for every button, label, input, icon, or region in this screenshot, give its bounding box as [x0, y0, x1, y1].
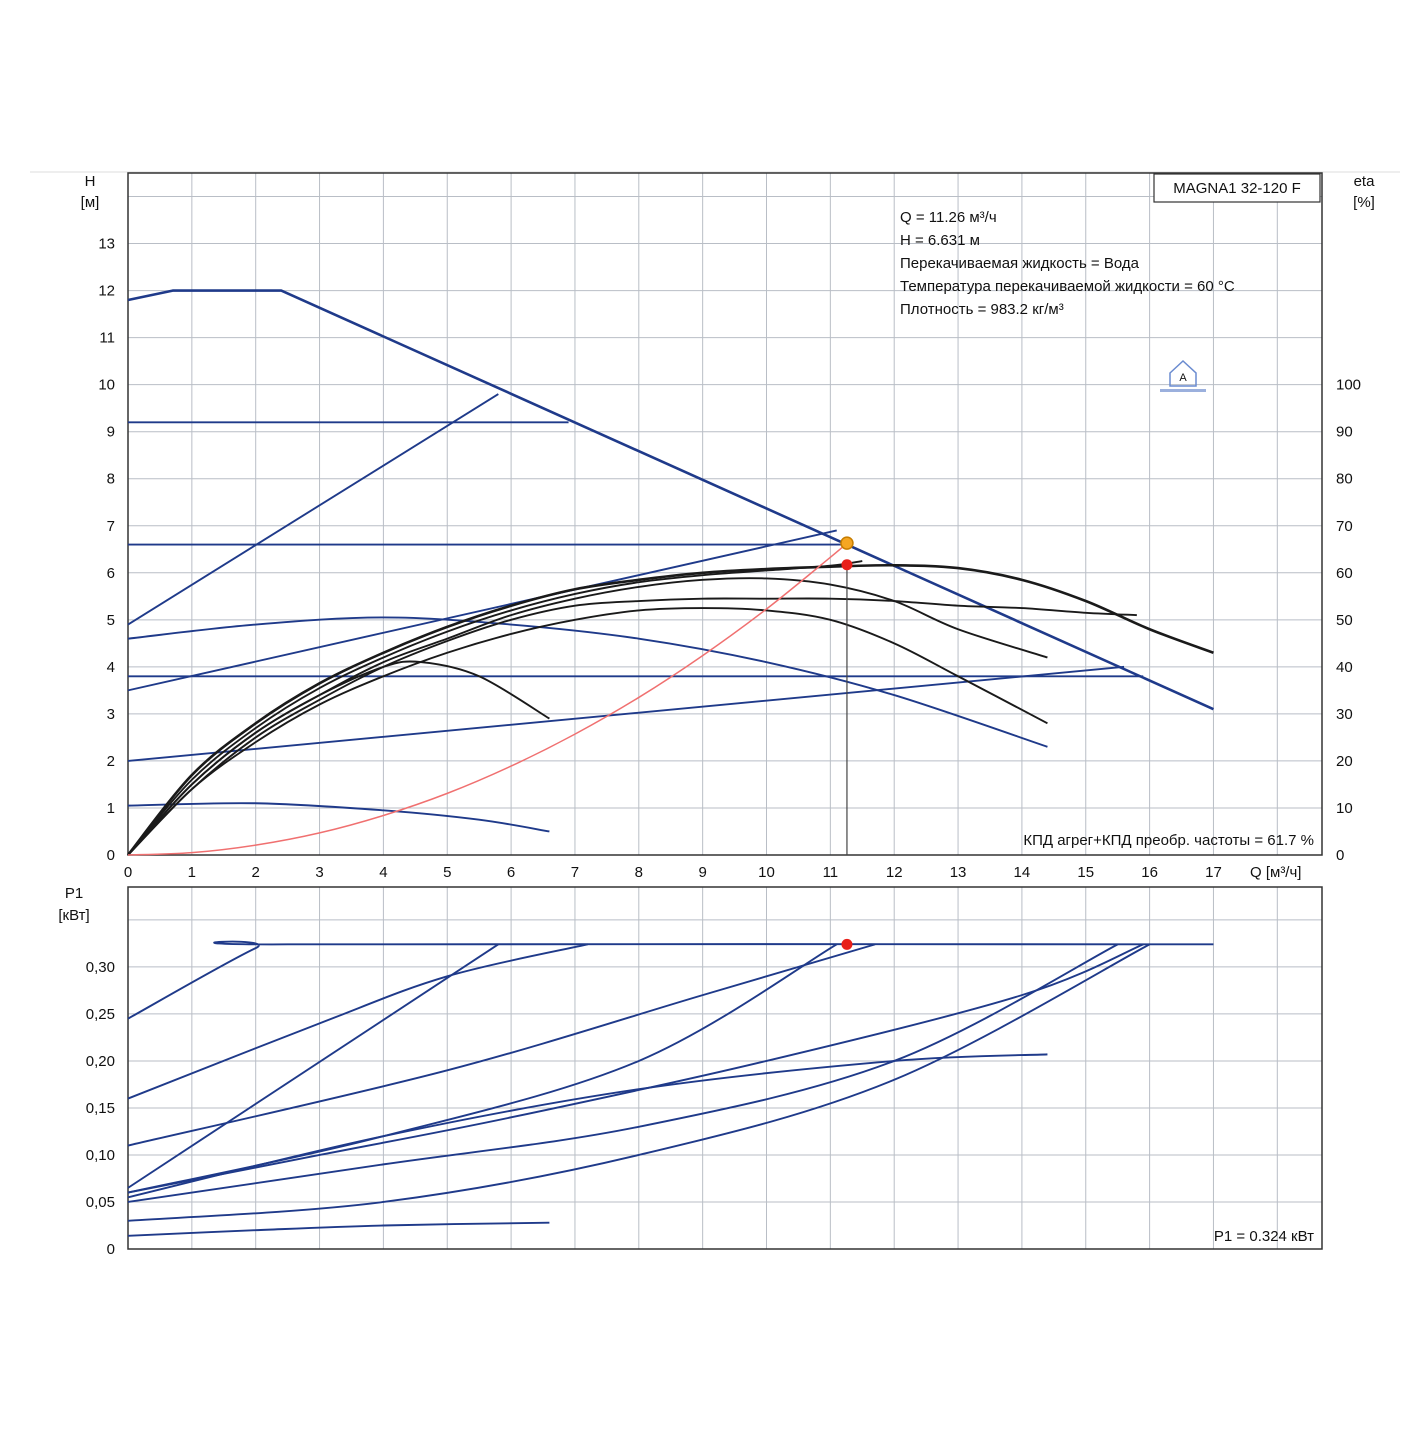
p1-tick-label: 0,25 — [86, 1006, 115, 1023]
q-tick-label: 3 — [315, 864, 323, 881]
p1-axis-unit: [кВт] — [58, 907, 89, 924]
duty-point-head-marker — [840, 536, 854, 550]
eta-tick-label: 90 — [1336, 424, 1353, 441]
q-tick-label: 13 — [950, 864, 967, 881]
q-tick-label: 10 — [758, 864, 775, 881]
curves-layer — [126, 289, 1214, 1237]
info-line-temperature: Температура перекачиваемой жидкости = 60… — [900, 278, 1235, 295]
pump-curve — [127, 529, 837, 692]
efficiency-note: КПД агрег+КПД преобр. частоты = 61.7 % — [1023, 832, 1314, 849]
h-tick-label: 4 — [107, 659, 115, 676]
power-curve — [127, 943, 499, 1189]
q-tick-label: 5 — [443, 864, 451, 881]
h-axis-symbol: H — [85, 173, 96, 190]
info-line-density: Плотность = 983.2 кг/м³ — [900, 301, 1064, 318]
eta-tick-label: 30 — [1336, 706, 1353, 723]
h-tick-label: 11 — [99, 330, 115, 347]
q-tick-label: 1 — [188, 864, 196, 881]
h-tick-label: 5 — [107, 612, 115, 629]
h-axis-unit: [м] — [81, 194, 100, 211]
power-note: P1 = 0.324 кВт — [1214, 1228, 1314, 1245]
pump-curve — [127, 289, 1214, 711]
power-curve — [127, 940, 1214, 1020]
h-tick-label: 6 — [107, 565, 115, 582]
q-tick-label: 15 — [1077, 864, 1094, 881]
system-curve — [127, 542, 848, 856]
eta-tick-label: 70 — [1336, 518, 1353, 535]
duty-point-power-marker — [841, 938, 853, 950]
eta-tick-label: 100 — [1336, 377, 1361, 394]
q-tick-label: 8 — [635, 864, 643, 881]
q-tick-label: 2 — [252, 864, 260, 881]
q-tick-label: 12 — [886, 864, 903, 881]
h-tick-label: 8 — [107, 471, 115, 488]
info-line-fluid: Перекачиваемая жидкость = Вода — [900, 255, 1140, 272]
power-curve — [127, 1053, 1048, 1199]
pump-curve — [127, 802, 550, 833]
q-tick-label: 7 — [571, 864, 579, 881]
q-tick-label: 16 — [1141, 864, 1158, 881]
h-tick-label: 0 — [107, 847, 115, 864]
eta-axis-symbol: eta — [1354, 173, 1376, 190]
p1-tick-label: 0,05 — [86, 1194, 115, 1211]
q-tick-label: 6 — [507, 864, 515, 881]
head-plot-frame — [127, 172, 1323, 856]
q-tick-label: 4 — [379, 864, 387, 881]
power-curve — [127, 943, 588, 1100]
power-curve — [127, 943, 876, 1147]
duty-point-eta-marker — [841, 559, 853, 571]
markers-layer — [840, 536, 854, 950]
svg-text:A: A — [1179, 372, 1187, 384]
eta-tick-label: 50 — [1336, 612, 1353, 629]
h-tick-label: 9 — [107, 424, 115, 441]
q-tick-label: 14 — [1014, 864, 1031, 881]
power-curve — [127, 1221, 550, 1237]
p1-tick-label: 0,10 — [86, 1147, 115, 1164]
h-tick-label: 10 — [98, 377, 115, 394]
q-tick-label: 11 — [823, 864, 839, 881]
h-tick-label: 1 — [107, 800, 115, 817]
pump-curve — [127, 393, 499, 626]
info-line-q: Q = 11.26 м³/ч — [900, 209, 997, 226]
efficiency-curve — [127, 660, 550, 856]
efficiency-curve — [126, 563, 1214, 856]
power-curve — [127, 943, 1119, 1203]
h-tick-label: 2 — [107, 753, 115, 770]
h-tick-label: 7 — [107, 518, 115, 535]
eta-tick-label: 80 — [1336, 471, 1353, 488]
power-plot-frame — [127, 886, 1323, 1250]
h-tick-label: 12 — [98, 283, 115, 300]
pump-curve — [127, 665, 1125, 762]
pump-curve — [127, 616, 1048, 748]
q-tick-label: 0 — [124, 864, 132, 881]
p1-tick-label: 0,20 — [86, 1053, 115, 1070]
efficiency-curve — [127, 597, 1137, 856]
eta-tick-label: 60 — [1336, 565, 1353, 582]
model-label: MAGNA1 32-120 F — [1173, 180, 1301, 197]
eta-axis-unit: [%] — [1353, 194, 1375, 211]
p1-tick-label: 0,30 — [86, 959, 115, 976]
eta-tick-label: 40 — [1336, 659, 1353, 676]
eta-tick-label: 10 — [1336, 800, 1353, 817]
p1-tick-label: 0 — [107, 1241, 115, 1258]
model-label-box — [1153, 173, 1321, 203]
eta-tick-label: 0 — [1336, 847, 1344, 864]
q-tick-label: 17 — [1205, 864, 1222, 881]
info-line-h: H = 6.631 м — [900, 232, 980, 249]
power-curve — [127, 943, 1151, 1222]
grid-layer — [30, 171, 1400, 1250]
q-axis-label: Q [м³/ч] — [1250, 864, 1301, 881]
efficiency-curve — [127, 607, 1048, 856]
p1-tick-label: 0,15 — [86, 1100, 115, 1117]
q-tick-label: 9 — [698, 864, 706, 881]
eta-tick-label: 20 — [1336, 753, 1353, 770]
efficiency-curve — [127, 560, 863, 856]
p1-axis-symbol: P1 — [65, 885, 83, 902]
watermark-logo-icon: A — [1160, 359, 1206, 392]
h-tick-label: 3 — [107, 706, 115, 723]
h-tick-label: 13 — [98, 236, 115, 253]
